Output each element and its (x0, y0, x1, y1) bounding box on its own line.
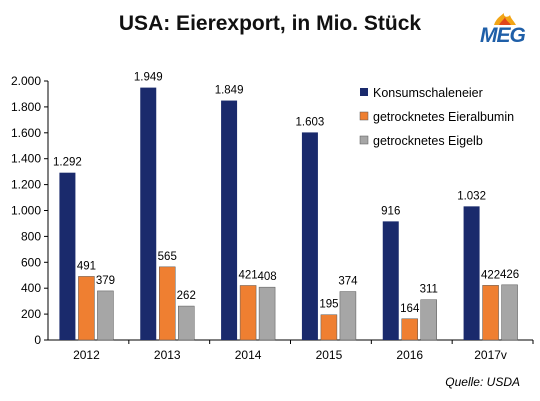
bar (463, 206, 480, 340)
legend-swatch (360, 88, 368, 96)
chart-title: USA: Eierexport, in Mio. Stück (118, 12, 422, 35)
y-tick-label: 200 (21, 307, 41, 321)
bar (258, 286, 276, 341)
data-label: 408 (257, 271, 276, 283)
x-tick-label: 2013 (154, 348, 181, 362)
y-tick-label: 400 (21, 281, 41, 295)
y-tick-label: 0 (34, 333, 41, 347)
y-tick-label: 1.600 (11, 126, 41, 140)
logo-text: MEG (480, 24, 526, 47)
bar (339, 291, 357, 341)
data-label: 426 (500, 269, 519, 281)
data-label: 565 (158, 251, 177, 263)
bar (97, 290, 114, 341)
x-tick-label: 2014 (235, 348, 262, 362)
x-tick-label: 2012 (73, 348, 100, 362)
bar (420, 299, 437, 341)
data-label: 421 (238, 269, 257, 281)
bar (140, 87, 157, 341)
legend-swatch (359, 111, 369, 121)
data-label: 1.032 (457, 190, 486, 202)
bar (59, 172, 76, 340)
source-note: Quelle: USDA (445, 375, 520, 389)
x-tick-label: 2017v (474, 348, 507, 362)
x-tick-label: 2015 (316, 348, 343, 362)
x-tick-label: 2016 (396, 348, 423, 362)
data-label: 491 (77, 260, 96, 272)
bar (501, 284, 518, 341)
y-tick-label: 1.000 (11, 204, 41, 218)
legend-label: getrocknetes Eieralbumin (373, 110, 514, 124)
y-tick-label: 2.000 (11, 74, 41, 88)
y-tick-label: 800 (21, 229, 41, 243)
data-label: 195 (319, 299, 338, 311)
bar (78, 276, 95, 341)
data-label: 379 (96, 275, 115, 287)
bar (178, 305, 195, 341)
bar (301, 132, 318, 340)
bar (239, 285, 257, 341)
data-label: 422 (481, 269, 500, 281)
axes: 0 200 400 600 800 1.000 1.200 1.400 1.600 1.800 2.… (11, 74, 534, 362)
bar (159, 266, 176, 341)
bar (482, 285, 499, 341)
data-label: 311 (420, 284, 438, 296)
data-label: 262 (177, 290, 196, 302)
data-label: 916 (381, 205, 400, 217)
bar (401, 318, 418, 341)
bar (320, 314, 338, 341)
data-label: 1.849 (215, 85, 244, 97)
flame-icon (494, 13, 516, 25)
legend-label: getrocknetes Eigelb (373, 134, 483, 148)
bar (382, 221, 399, 340)
data-label: 1.603 (296, 116, 325, 128)
legend-label: Konsumschaleneier (373, 86, 483, 100)
bar (221, 100, 238, 340)
y-tick-label: 1.200 (11, 178, 41, 192)
y-tick-label: 1.800 (11, 100, 41, 114)
data-label: 1.949 (134, 72, 163, 84)
data-label: 1.292 (53, 157, 82, 169)
legend: Konsumschaleneier getrocknetes Eieralbumi… (359, 86, 514, 148)
meg-logo: MEG (478, 12, 536, 48)
data-label: 164 (400, 303, 420, 315)
y-tick-label: 600 (21, 255, 41, 269)
data-label: 374 (338, 276, 358, 288)
y-tick-label: 1.400 (11, 152, 41, 166)
legend-swatch (359, 135, 369, 145)
